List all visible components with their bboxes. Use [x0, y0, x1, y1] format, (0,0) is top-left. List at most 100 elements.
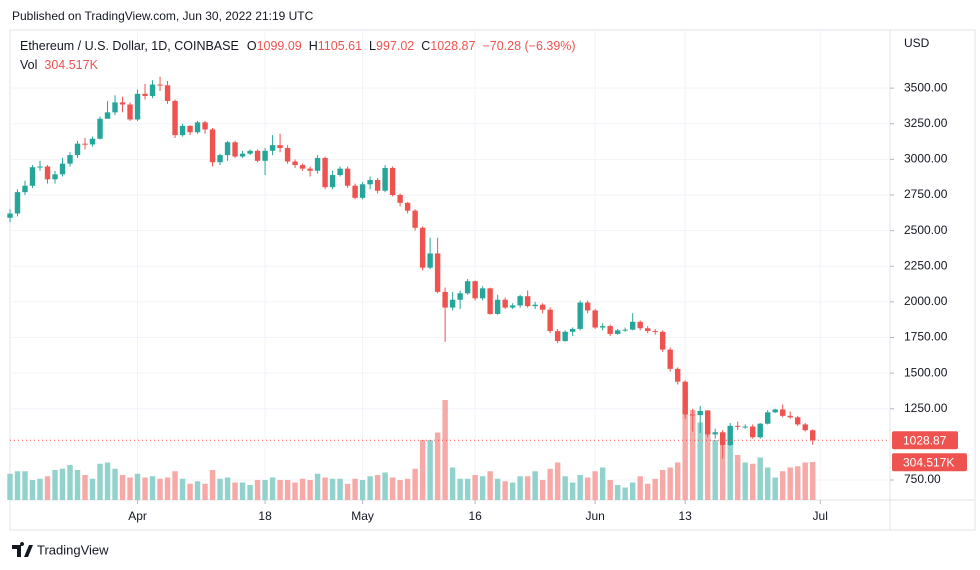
volume-bar [442, 400, 448, 500]
open-label: O [247, 39, 257, 53]
volume-bar [637, 476, 643, 500]
candle-body [397, 194, 403, 203]
y-tick-label: 1750.00 [904, 330, 948, 344]
volume-bar [622, 487, 628, 500]
candle-body [247, 150, 253, 154]
volume-bar [269, 477, 276, 500]
y-tick-label: 2750.00 [904, 187, 948, 201]
candle-body [622, 329, 628, 331]
candle-body [359, 184, 366, 198]
candle-body [457, 293, 463, 300]
candle-body [539, 304, 546, 310]
candle-body [389, 167, 396, 195]
volume-bar [787, 467, 793, 500]
candle-body [750, 426, 756, 438]
close-value: 1028.87 [430, 39, 475, 53]
volume-bar [344, 483, 351, 500]
candle-body [652, 331, 658, 333]
candle-body [592, 310, 598, 328]
volume-bar [524, 476, 531, 500]
volume-bar [194, 481, 201, 500]
volume-bar [577, 475, 583, 500]
candle-body [314, 157, 321, 171]
candle-body [577, 302, 583, 329]
y-tick-label: 2250.00 [904, 258, 948, 272]
candle-body [52, 174, 58, 180]
candle-body [164, 85, 171, 101]
volume-bar [374, 475, 381, 500]
candle-body [187, 125, 193, 133]
x-tick-label: Jul [813, 509, 828, 523]
volume-bar [607, 480, 613, 500]
volume-bar [134, 473, 141, 500]
candle-body [277, 145, 283, 148]
last-volume-box [892, 453, 967, 472]
candle-body [494, 299, 501, 314]
candle-body [659, 331, 666, 350]
candle-body [487, 288, 493, 314]
candle-body [419, 227, 426, 268]
volume-bar [112, 468, 118, 500]
volume-bar [517, 476, 523, 500]
candle-body [337, 168, 343, 176]
candle-body [179, 125, 186, 136]
candle-body [704, 410, 711, 435]
volume-bar [337, 478, 343, 500]
candle-body [787, 415, 793, 418]
candle-body [307, 168, 313, 171]
candle-body [607, 326, 613, 334]
volume-bar [44, 476, 51, 500]
volume-bar [780, 471, 786, 500]
candle-body [67, 155, 73, 164]
volume-bar [554, 462, 561, 500]
volume-bar [307, 480, 313, 500]
candle-body [82, 143, 88, 145]
candle-body [509, 305, 516, 308]
volume-bar [217, 478, 223, 500]
volume-bar [322, 477, 328, 500]
volume-bar [404, 478, 411, 500]
volume-bar [262, 480, 268, 500]
candle-body [194, 122, 201, 133]
x-tick-label: May [351, 509, 374, 523]
y-tick-label: 1500.00 [904, 365, 948, 379]
volume-legend: Vol 304.517K [20, 58, 99, 72]
volume-bar [104, 462, 111, 500]
volume-bar [472, 475, 478, 500]
candle-body [119, 102, 126, 105]
candle-body [547, 309, 553, 332]
volume-bar [457, 478, 463, 500]
candle-body [104, 112, 111, 119]
volume-bar [119, 475, 126, 500]
candle-body [29, 167, 36, 186]
candle-body [614, 330, 621, 334]
volume-bar [644, 483, 651, 500]
candle-body [637, 321, 643, 329]
candle-body [427, 253, 433, 268]
high-value: 1105.61 [318, 39, 362, 53]
candle-body [217, 155, 223, 163]
candle-body [299, 165, 306, 169]
legend-line: Ethereum / U.S. Dollar, 1D, COINBASE O109… [20, 39, 576, 53]
candle-body [697, 410, 703, 416]
candle-body [367, 180, 373, 185]
volume-bar [299, 478, 306, 500]
candle-body [134, 93, 141, 120]
candle-body [674, 368, 681, 382]
volume-bar [179, 478, 186, 500]
brand-logo: TradingView [12, 542, 109, 557]
candle-body [742, 426, 748, 428]
volume-bar [810, 461, 816, 500]
y-tick-label: 3500.00 [904, 80, 948, 94]
candle-body [810, 430, 816, 441]
brand-name: TradingView [37, 542, 109, 557]
candle-body [89, 138, 96, 145]
volume-bar [757, 457, 763, 500]
volume-bar [704, 410, 711, 500]
volume-bar [712, 440, 718, 500]
volume-bar [412, 468, 418, 500]
volume-bar [802, 462, 808, 500]
volume-bar [67, 465, 73, 500]
candle-body [682, 381, 688, 415]
